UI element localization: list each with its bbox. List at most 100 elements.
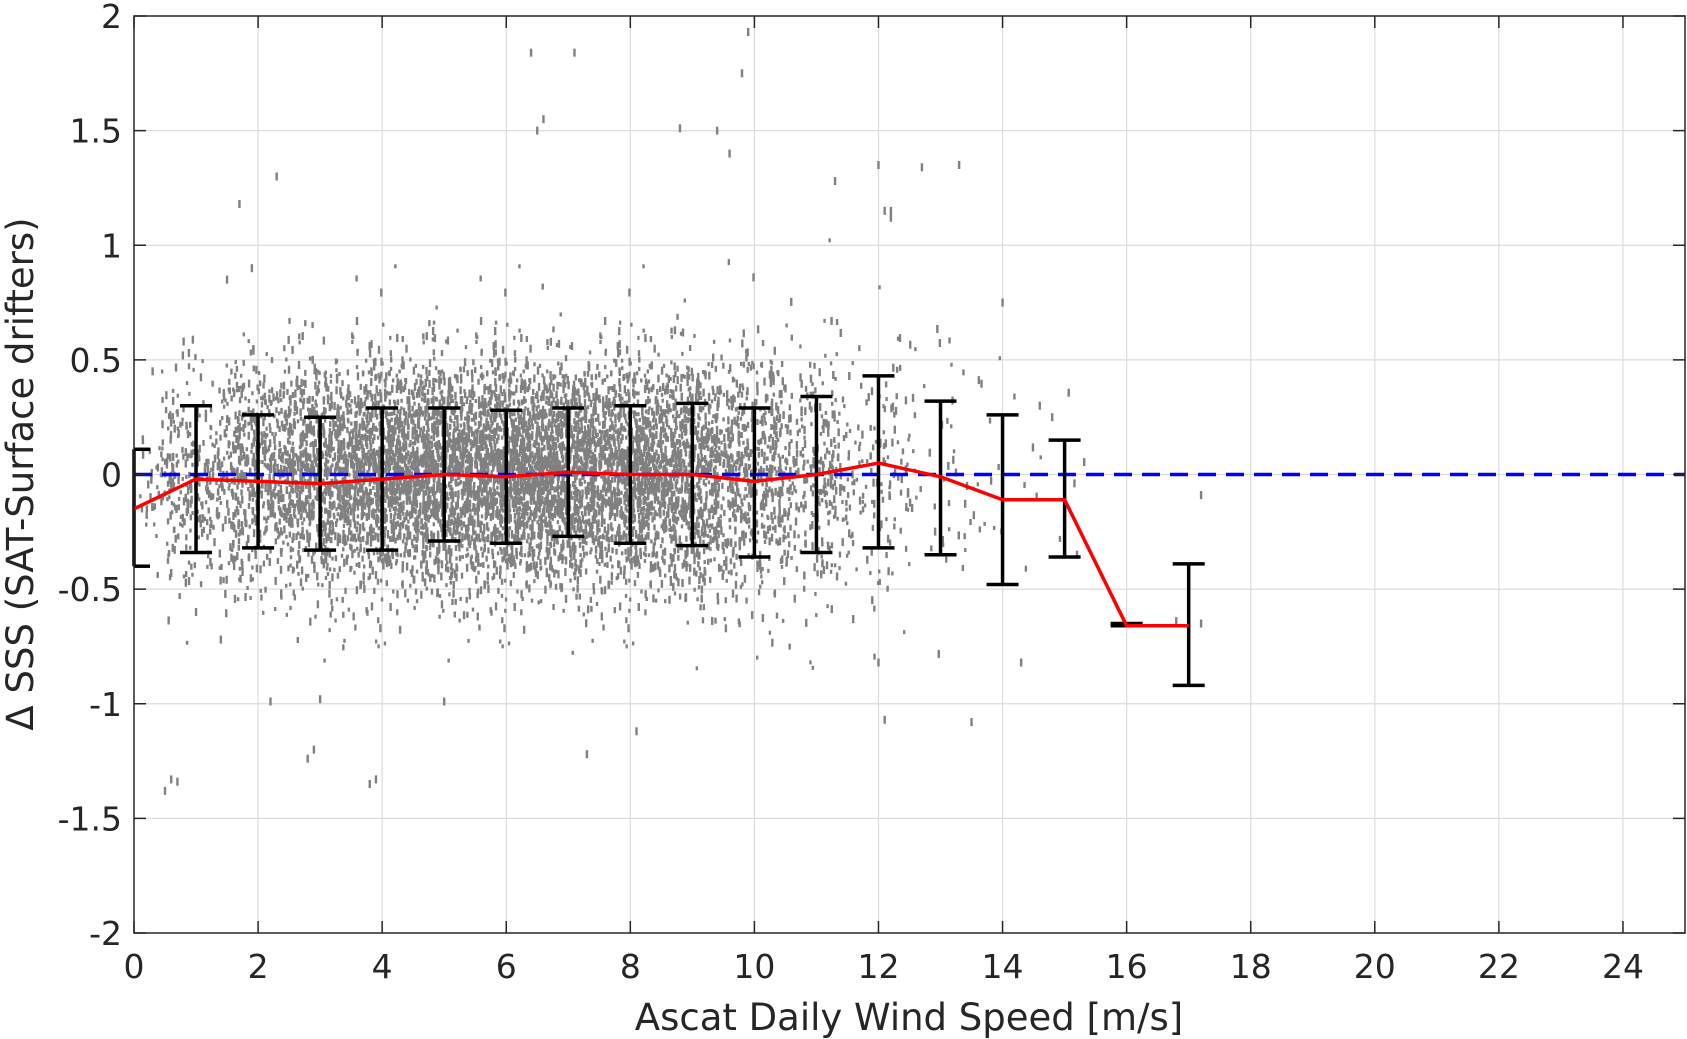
data-point <box>410 389 414 396</box>
data-point <box>391 538 394 543</box>
data-point <box>251 548 254 553</box>
data-point <box>383 532 386 537</box>
data-point <box>217 460 221 465</box>
data-point <box>288 440 291 445</box>
data-point <box>353 396 357 405</box>
data-point <box>392 466 395 471</box>
data-point <box>454 598 457 605</box>
data-point <box>519 548 523 555</box>
data-point <box>511 464 515 473</box>
data-point <box>274 480 277 489</box>
data-point <box>210 467 213 472</box>
data-point <box>497 452 501 459</box>
data-point <box>425 366 428 375</box>
data-point <box>211 465 215 472</box>
data-point <box>190 442 194 447</box>
data-point <box>512 571 516 578</box>
data-point <box>291 392 295 399</box>
data-point <box>279 589 283 598</box>
data-point <box>300 501 303 510</box>
data-point <box>355 526 358 533</box>
data-point <box>403 383 407 390</box>
data-point <box>243 419 247 428</box>
data-point <box>451 462 454 469</box>
data-point <box>389 438 393 447</box>
data-point <box>419 429 422 438</box>
data-point <box>332 482 336 489</box>
data-point <box>393 457 397 466</box>
data-point <box>428 379 431 388</box>
data-point <box>351 444 354 453</box>
data-point <box>491 576 494 581</box>
data-point <box>210 563 213 570</box>
data-point <box>508 508 512 513</box>
data-point <box>479 411 482 418</box>
data-point <box>267 409 271 414</box>
data-point <box>455 556 458 561</box>
data-point <box>426 419 429 426</box>
data-point <box>492 460 495 469</box>
data-point <box>513 496 516 503</box>
data-point <box>452 468 455 477</box>
data-point <box>300 468 304 477</box>
data-point <box>224 516 227 525</box>
data-point <box>500 504 504 511</box>
data-point <box>394 452 397 457</box>
data-point <box>417 403 421 412</box>
data-point <box>407 525 410 534</box>
data-point <box>422 453 425 458</box>
data-point <box>251 518 254 525</box>
data-point <box>230 395 233 402</box>
data-point <box>448 437 452 444</box>
data-point <box>359 580 362 589</box>
data-point <box>534 440 537 449</box>
data-point <box>396 399 400 406</box>
data-point <box>350 530 353 535</box>
data-point <box>350 462 353 469</box>
data-point <box>206 550 210 559</box>
data-point <box>249 596 252 601</box>
data-point <box>189 452 193 459</box>
data-point <box>533 531 536 540</box>
data-point <box>189 545 192 550</box>
data-point <box>402 511 405 516</box>
data-point <box>436 418 439 423</box>
data-point <box>413 534 416 541</box>
data-point <box>342 415 345 424</box>
data-point <box>315 390 318 395</box>
data-point <box>300 463 303 470</box>
data-point <box>200 528 204 537</box>
data-point <box>455 482 458 487</box>
data-point <box>493 327 497 336</box>
data-point <box>490 469 493 478</box>
data-point <box>493 523 497 530</box>
data-point <box>515 458 518 463</box>
data-point <box>480 489 484 494</box>
data-point <box>486 434 489 441</box>
data-point <box>334 555 338 562</box>
data-point <box>189 421 192 428</box>
data-point <box>238 529 242 536</box>
data-point <box>398 625 402 634</box>
data-point <box>453 408 457 413</box>
data-point <box>263 392 267 399</box>
data-point <box>447 482 451 487</box>
data-point <box>571 562 574 569</box>
data-point <box>451 398 455 403</box>
data-point <box>307 487 311 494</box>
data-point <box>310 463 313 472</box>
data-point <box>390 521 394 530</box>
data-point <box>446 336 450 345</box>
data-point <box>422 440 425 449</box>
data-point <box>328 589 331 598</box>
data-point <box>271 509 275 518</box>
data-point <box>430 513 433 518</box>
data-point <box>439 500 442 509</box>
data-point <box>473 519 476 528</box>
data-point <box>335 373 339 382</box>
data-point <box>288 453 291 460</box>
data-point <box>298 540 301 549</box>
data-point <box>179 514 183 519</box>
data-point <box>480 411 483 416</box>
data-point <box>470 417 474 422</box>
